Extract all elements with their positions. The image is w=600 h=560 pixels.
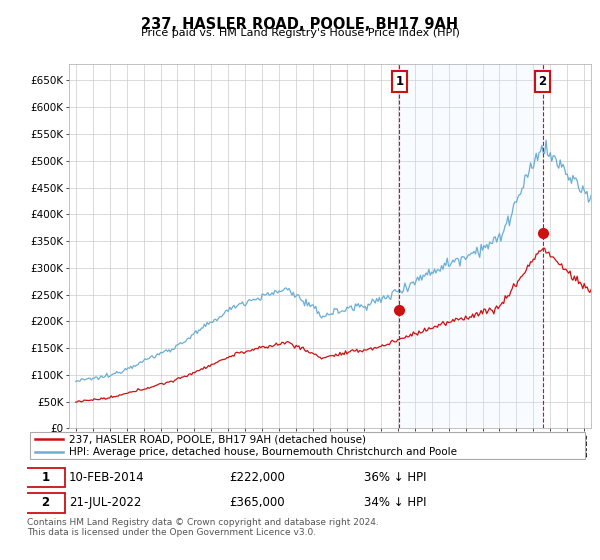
Text: 2: 2 [538,75,547,88]
FancyBboxPatch shape [30,432,585,459]
Text: Contains HM Land Registry data © Crown copyright and database right 2024.
This d: Contains HM Land Registry data © Crown c… [27,518,379,538]
Text: Price paid vs. HM Land Registry's House Price Index (HPI): Price paid vs. HM Land Registry's House … [140,28,460,38]
Text: £365,000: £365,000 [229,497,284,510]
Text: 237, HASLER ROAD, POOLE, BH17 9AH: 237, HASLER ROAD, POOLE, BH17 9AH [142,17,458,32]
Text: HPI: Average price, detached house, Bournemouth Christchurch and Poole: HPI: Average price, detached house, Bour… [69,447,457,458]
Text: 2: 2 [41,497,50,510]
Text: 1: 1 [41,472,50,484]
Text: 10-FEB-2014: 10-FEB-2014 [69,472,145,484]
Text: 34% ↓ HPI: 34% ↓ HPI [364,497,426,510]
FancyBboxPatch shape [26,468,65,487]
Text: 237, HASLER ROAD, POOLE, BH17 9AH (detached house): 237, HASLER ROAD, POOLE, BH17 9AH (detac… [69,434,366,444]
Text: 21-JUL-2022: 21-JUL-2022 [69,497,142,510]
FancyBboxPatch shape [26,493,65,512]
Text: 36% ↓ HPI: 36% ↓ HPI [364,472,426,484]
Bar [400,64,542,428]
Text: £222,000: £222,000 [229,472,285,484]
Text: 1: 1 [395,75,404,88]
